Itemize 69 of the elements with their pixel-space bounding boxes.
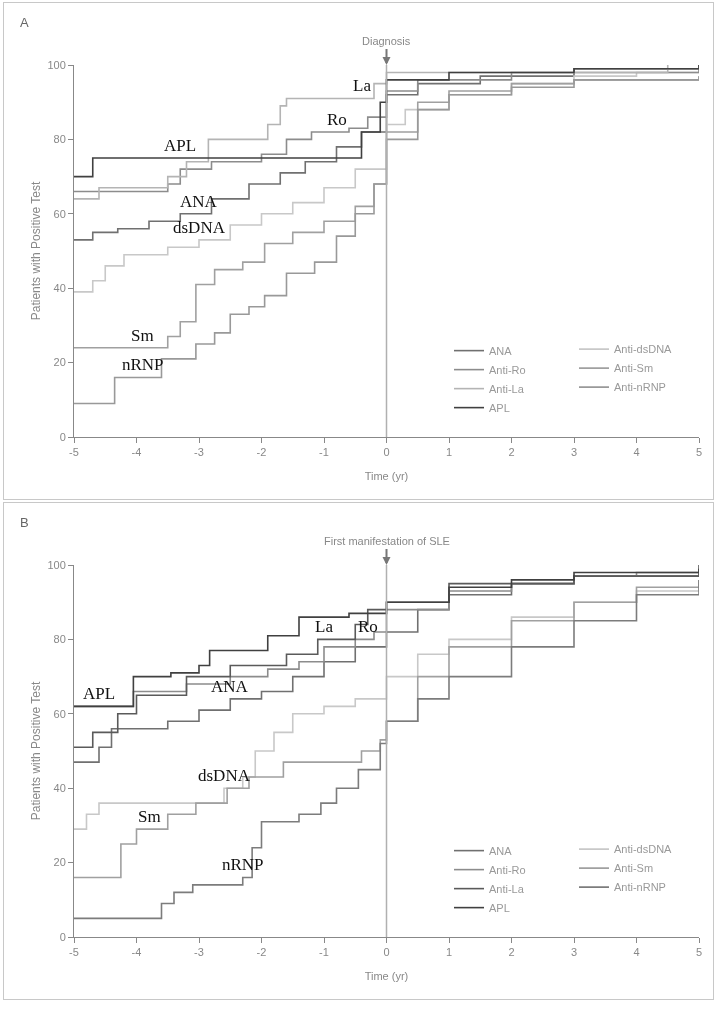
x-tick-label: 1 <box>445 446 453 459</box>
legend-label: Anti-Ro <box>489 863 526 876</box>
x-tick-label: -3 <box>194 446 204 459</box>
x-axis-title: Time (yr) <box>364 970 409 982</box>
x-tick-label: 4 <box>633 946 640 959</box>
y-tick-label: 100 <box>47 558 66 571</box>
x-tick-label: 1 <box>445 946 453 959</box>
annotation: La <box>353 76 372 95</box>
annotation: ANA <box>211 677 249 696</box>
legend-label: Anti-Sm <box>614 862 654 875</box>
annotation: Sm <box>138 807 161 826</box>
legend-label: ANA <box>489 344 513 357</box>
x-tick-label: 3 <box>570 446 578 459</box>
legend-label: Anti-La <box>489 882 525 895</box>
legend-label: Anti-nRNP <box>614 881 666 894</box>
x-tick-label: 4 <box>633 446 640 459</box>
y-tick-label: 0 <box>59 930 66 943</box>
y-tick-label: 20 <box>53 356 66 369</box>
legend-label: APL <box>489 401 510 414</box>
legend-label: Anti-dsDNA <box>614 343 673 356</box>
annotation: dsDNA <box>198 766 251 785</box>
annotation: La <box>315 617 334 636</box>
ref-line-label: Diagnosis <box>362 35 411 47</box>
x-tick-label: 0 <box>383 446 390 459</box>
legend-label: APL <box>489 901 510 914</box>
annotation: APL <box>164 136 197 155</box>
x-tick-label: -5 <box>69 946 79 959</box>
x-tick-label: 2 <box>508 946 515 959</box>
legend-label: Anti-La <box>489 382 525 395</box>
annotation: APL <box>83 684 116 703</box>
x-tick-label: -4 <box>131 446 142 459</box>
x-tick-label: 2 <box>508 446 515 459</box>
y-tick-label: 40 <box>53 782 66 795</box>
y-tick-label: 80 <box>53 133 66 146</box>
x-tick-label: -1 <box>319 446 329 459</box>
y-tick-label: 100 <box>47 58 66 71</box>
text: A <box>20 15 29 30</box>
x-tick-label: 5 <box>695 446 703 459</box>
annotation: nRNP <box>222 855 264 874</box>
annotation: dsDNA <box>173 218 226 237</box>
x-tick-label: 5 <box>695 946 703 959</box>
x-tick-label: -5 <box>69 446 79 459</box>
y-tick-label: 40 <box>53 282 66 295</box>
x-axis-title: Time (yr) <box>364 470 409 482</box>
annotation: nRNP <box>122 355 164 374</box>
legend-label: ANA <box>489 844 513 857</box>
ref-line-label: First manifestation of SLE <box>324 535 450 547</box>
y-axis-title: Patients with Positive Test <box>29 681 43 821</box>
y-tick-label: 0 <box>59 430 66 443</box>
x-tick-label: -4 <box>131 946 142 959</box>
legend-label: Anti-Ro <box>489 363 526 376</box>
x-tick-label: 3 <box>570 946 578 959</box>
y-tick-label: 60 <box>53 707 66 720</box>
y-tick-label: 80 <box>53 633 66 646</box>
y-tick-label: 20 <box>53 856 66 869</box>
annotation: Sm <box>131 326 154 345</box>
legend-label: Anti-dsDNA <box>614 843 673 856</box>
annotation: Ro <box>327 110 347 129</box>
x-tick-label: -3 <box>194 946 204 959</box>
annotation: Ro <box>358 617 378 636</box>
x-tick-label: -1 <box>319 946 329 959</box>
x-tick-label: 0 <box>383 946 390 959</box>
y-tick-label: 60 <box>53 207 66 220</box>
text: B <box>20 515 29 530</box>
y-axis-title: Patients with Positive Test <box>29 181 43 321</box>
x-tick-label: -2 <box>256 446 267 459</box>
x-tick-label: -2 <box>256 946 267 959</box>
legend-label: Anti-Sm <box>614 362 654 375</box>
legend-label: Anti-nRNP <box>614 381 666 394</box>
